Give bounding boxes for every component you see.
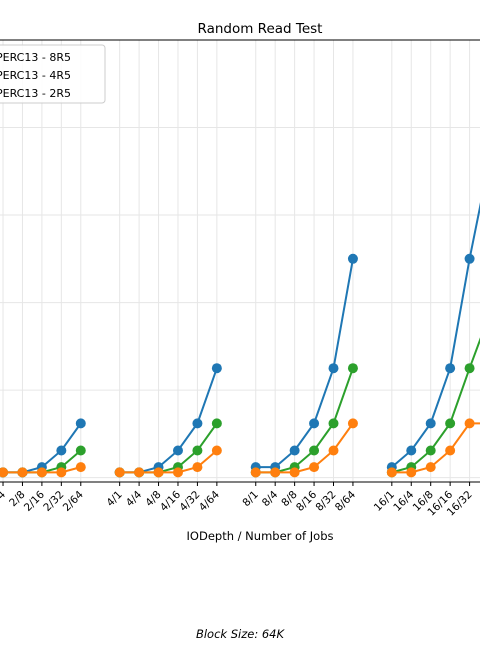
data-point (153, 467, 164, 478)
x-tick-label: 8/1 (240, 489, 260, 509)
x-tick-label: 16/4 (391, 488, 416, 513)
grid (0, 40, 480, 482)
series-line (255, 367, 354, 474)
data-point (211, 363, 222, 374)
data-point (425, 445, 436, 456)
series-line (255, 422, 354, 474)
data-point (192, 418, 203, 429)
series-line (255, 258, 354, 469)
data-point (328, 363, 339, 374)
data-point (425, 462, 436, 473)
x-tick-label: 8/64 (333, 488, 358, 513)
series-line (391, 422, 480, 474)
x-tick-label: 4/64 (197, 488, 222, 513)
data-point (309, 445, 320, 456)
data-point (445, 363, 456, 374)
data-point (56, 467, 67, 478)
data-point (192, 462, 203, 473)
legend-label: PERC13 - 8R5 (0, 51, 71, 64)
x-tick-label: 2/32 (41, 489, 66, 514)
data-point (347, 418, 358, 429)
data-point (172, 445, 183, 456)
data-point (406, 467, 417, 478)
data-point (17, 467, 28, 478)
x-tick-label: 4/32 (177, 489, 202, 514)
series-line (119, 367, 218, 474)
data-point (250, 467, 261, 478)
x-tick-label: 4/16 (158, 488, 183, 513)
data-point (75, 418, 86, 429)
data-point (75, 462, 86, 473)
data-point (445, 445, 456, 456)
x-tick-label: 2/64 (61, 488, 86, 513)
data-point (425, 418, 436, 429)
x-tick-label: 16/1 (372, 489, 397, 514)
x-tick-label: 8/4 (260, 488, 281, 509)
data-point (134, 467, 145, 478)
x-axis-label: IODepth / Number of Jobs (187, 529, 334, 543)
x-tick-label: 2/16 (22, 488, 47, 513)
series-line (391, 337, 480, 474)
data-point (347, 253, 358, 264)
series-0 (0, 202, 480, 478)
x-ticks: 2/4 2/82/162/322/64 4/1 4/4 4/84/164/324/64 8… (0, 482, 475, 519)
data-point (75, 445, 86, 456)
data-point (0, 467, 9, 478)
data-point (270, 467, 281, 478)
data-point (309, 462, 320, 473)
series-line (0, 422, 82, 474)
data-point (347, 363, 358, 374)
x-tick-label: 2/4 (0, 488, 8, 509)
data-point (289, 467, 300, 478)
x-tick-label: 4/4 (124, 488, 145, 509)
legend-box (0, 44, 106, 104)
series-line (119, 422, 218, 474)
series-2 (0, 418, 480, 478)
legend-label: PERC13 - 2R5 (0, 87, 71, 100)
data-point (36, 467, 47, 478)
series-layer (0, 202, 480, 478)
data-point (406, 445, 417, 456)
figure-caption: Block Size: 64K (195, 627, 285, 641)
data-point (328, 418, 339, 429)
data-point (172, 467, 183, 478)
data-point (211, 418, 222, 429)
data-point (464, 253, 475, 264)
data-point (464, 363, 475, 374)
data-point (309, 418, 320, 429)
data-point (211, 445, 222, 456)
data-point (464, 418, 475, 429)
data-point (328, 445, 339, 456)
x-tick-label: 8/16 (294, 488, 319, 513)
data-point (386, 467, 397, 478)
data-point (289, 445, 300, 456)
x-tick-label: 8/32 (313, 489, 338, 514)
x-tick-label: 4/1 (104, 489, 124, 509)
legend: PERC13 - 8R5 PERC13 - 4R5 PERC13 - 2R5 (0, 44, 106, 104)
chart-title: Random Read Test (198, 21, 323, 37)
data-point (445, 418, 456, 429)
data-point (56, 445, 67, 456)
data-point (114, 467, 125, 478)
data-point (192, 445, 203, 456)
legend-label: PERC13 - 4R5 (0, 69, 71, 82)
